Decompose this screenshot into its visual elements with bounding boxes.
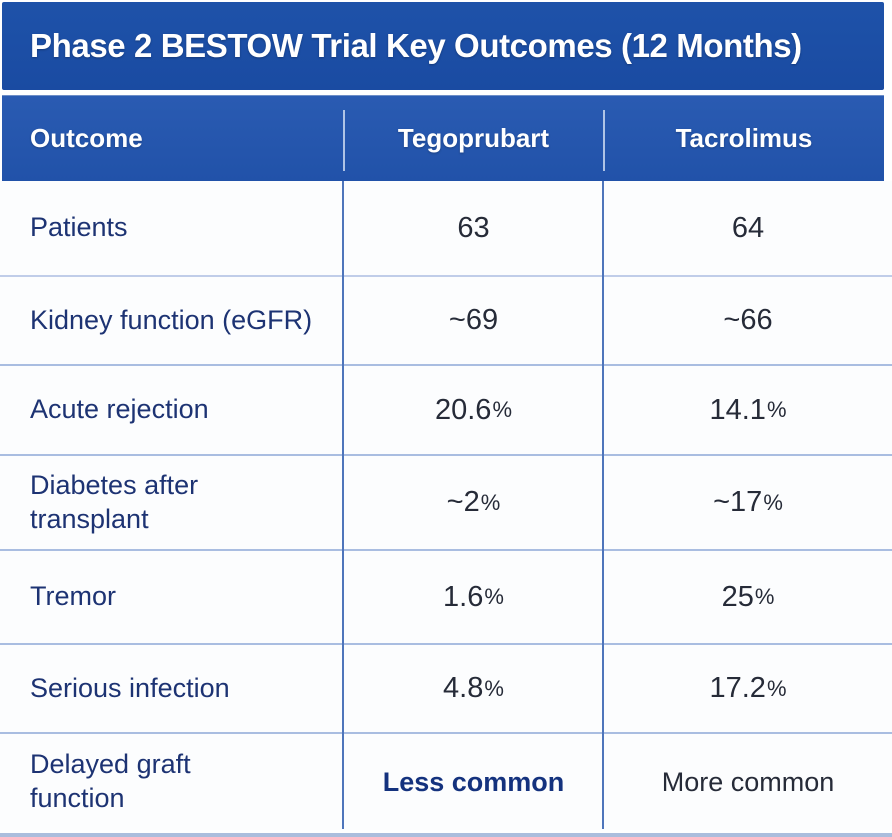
table-row-delayed-graft-function: Delayed graft function Less common More … <box>0 734 892 830</box>
cell-tegoprubart: 1.6% <box>443 580 504 613</box>
table-row-kidney-function: Kidney function (eGFR) ~69 ~66 <box>0 277 892 366</box>
cell-tacrolimus: 64 <box>731 211 765 244</box>
cell-tacrolimus: ~17% <box>713 486 783 518</box>
row-label: Delayed graft function <box>30 749 191 813</box>
table-row-serious-infection: Serious infection 4.8% 17.2% <box>0 645 892 734</box>
table-row-patients: Patients 63 64 <box>0 181 892 277</box>
row-label: Serious infection <box>30 672 230 703</box>
column-divider <box>342 181 344 829</box>
table-row-tremor: Tremor 1.6% 25% <box>0 551 892 645</box>
header-column-divider <box>343 110 345 171</box>
column-header-outcome: Outcome <box>30 123 143 153</box>
column-header-tacrolimus: Tacrolimus <box>675 123 813 153</box>
row-label: Kidney function (eGFR) <box>30 304 313 335</box>
column-divider <box>602 181 604 829</box>
cell-tacrolimus: 17.2% <box>709 672 787 704</box>
cell-tegoprubart: ~2% <box>446 486 501 518</box>
cell-tegoprubart: 4.8% <box>443 672 504 704</box>
cell-tacrolimus: ~66 <box>723 304 773 336</box>
row-label: Diabetes after transplant <box>30 469 199 534</box>
table-body: Patients 63 64 Kidney function (eGFR) ~6… <box>0 181 892 830</box>
cell-tacrolimus: More common <box>661 766 835 797</box>
cell-tegoprubart: 63 <box>457 211 490 244</box>
page-title: Phase 2 BESTOW Trial Key Outcomes (12 Mo… <box>30 27 802 64</box>
column-header-tegoprubart: Tegoprubart <box>397 123 550 153</box>
row-label: Acute rejection <box>30 394 209 425</box>
cell-tacrolimus: 25% <box>721 580 775 613</box>
bottom-accent-bar <box>0 833 892 837</box>
row-label: Tremor <box>30 581 116 612</box>
cell-tegoprubart: ~69 <box>448 304 499 336</box>
table-row-acute-rejection: Acute rejection 20.6% 14.1% <box>0 366 892 456</box>
header-column-divider <box>603 110 605 171</box>
cell-tacrolimus: 14.1% <box>709 393 787 426</box>
table-row-diabetes-after-transplant: Diabetes after transplant ~2% ~17% <box>0 456 892 551</box>
cell-tegoprubart: 20.6% <box>434 393 512 426</box>
cell-tegoprubart: Less common <box>382 766 565 797</box>
title-band: Phase 2 BESTOW Trial Key Outcomes (12 Mo… <box>2 2 884 90</box>
row-label: Patients <box>30 212 128 243</box>
table-header-row: Outcome Tegoprubart Tacrolimus <box>2 95 884 181</box>
